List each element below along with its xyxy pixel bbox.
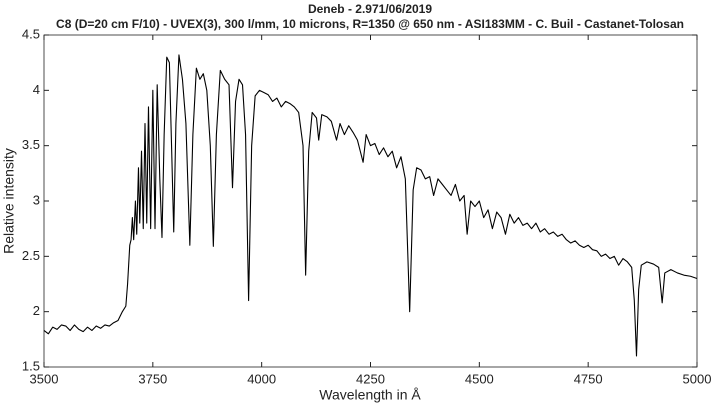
x-tick-label: 4250 xyxy=(356,371,385,386)
chart-subtitle: C8 (D=20 cm F/10) - UVEX(3), 300 l/mm, 1… xyxy=(56,17,684,31)
y-tick-label: 3.5 xyxy=(22,137,40,152)
x-tick-label: 3500 xyxy=(30,371,59,386)
plot-frame xyxy=(43,34,698,368)
y-tick-label: 4.5 xyxy=(22,26,40,41)
x-tick-label: 4500 xyxy=(465,371,494,386)
x-tick-label: 5000 xyxy=(683,371,712,386)
chart-title: Deneb - 2.971/06/2019 xyxy=(308,2,432,16)
y-tick-label: 1.5 xyxy=(22,358,40,373)
y-tick-label: 4 xyxy=(33,82,40,97)
spectrum-line xyxy=(43,54,698,357)
x-tick-label: 3750 xyxy=(138,371,167,386)
x-tick-label: 4000 xyxy=(247,371,276,386)
x-tick-label: 4750 xyxy=(574,371,603,386)
y-tick-label: 2.5 xyxy=(22,248,40,263)
y-tick-label: 3 xyxy=(33,192,40,207)
y-tick-label: 2 xyxy=(33,303,40,318)
x-axis-label: Wavelength in Å xyxy=(319,387,421,403)
y-axis-label: Relative intensity xyxy=(1,148,17,254)
